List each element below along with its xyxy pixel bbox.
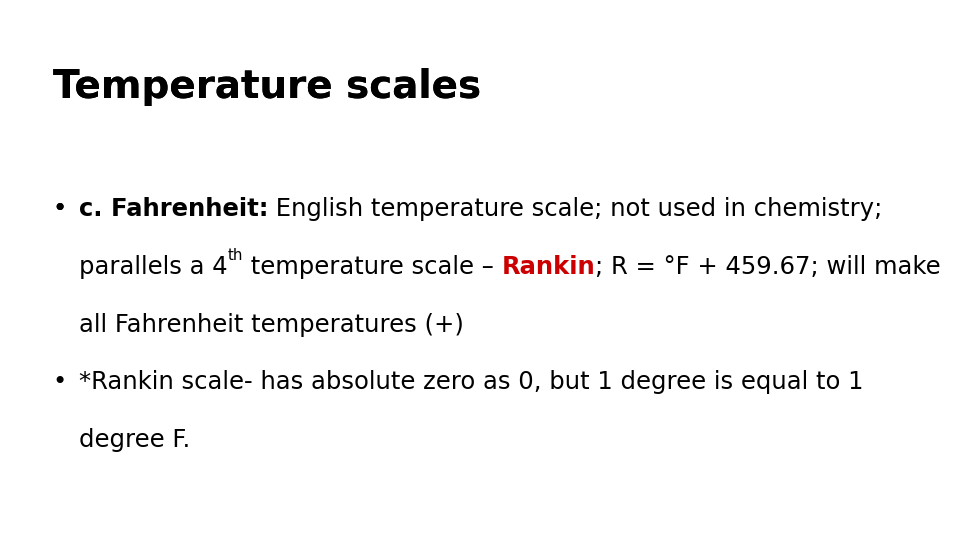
Text: English temperature scale; not used in chemistry;: English temperature scale; not used in c… xyxy=(268,197,882,221)
Text: temperature scale –: temperature scale – xyxy=(243,255,501,279)
Text: Temperature scales: Temperature scales xyxy=(53,68,481,105)
Text: ; R = °F + 459.67; will make: ; R = °F + 459.67; will make xyxy=(595,255,941,279)
Text: parallels a 4: parallels a 4 xyxy=(79,255,228,279)
Text: c. Fahrenheit:: c. Fahrenheit: xyxy=(79,197,268,221)
Text: *Rankin scale- has absolute zero as 0, but 1 degree is equal to 1: *Rankin scale- has absolute zero as 0, b… xyxy=(79,370,863,394)
Text: all Fahrenheit temperatures (+): all Fahrenheit temperatures (+) xyxy=(79,313,464,336)
Text: Rankin: Rankin xyxy=(501,255,595,279)
Text: Temperature scales: Temperature scales xyxy=(53,68,481,105)
Text: •: • xyxy=(53,197,67,221)
Text: th: th xyxy=(228,248,243,263)
Text: •: • xyxy=(53,370,67,394)
Text: degree F.: degree F. xyxy=(79,428,190,451)
Text: •: • xyxy=(53,197,67,221)
